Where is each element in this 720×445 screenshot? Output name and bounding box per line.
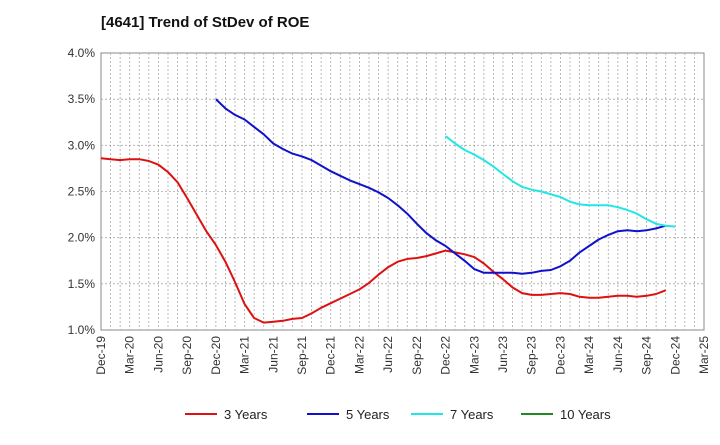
y-tick-label: 2.0%: [68, 231, 96, 245]
x-tick-label: Mar-25: [697, 336, 711, 374]
chart-title: [4641] Trend of StDev of ROE: [101, 14, 310, 31]
x-tick-label: Mar-23: [467, 336, 481, 374]
series-line-5-years: [215, 98, 666, 275]
legend-label: 5 Years: [346, 407, 390, 422]
y-tick-label: 2.5%: [68, 185, 96, 199]
y-tick-label: 1.0%: [68, 323, 96, 337]
x-tick-label: Dec-19: [94, 336, 108, 375]
x-tick-label: Dec-22: [439, 336, 453, 375]
y-tick-label: 3.5%: [68, 92, 96, 106]
x-tick-label: Sep-24: [640, 336, 654, 375]
legend-label: 7 Years: [450, 407, 494, 422]
legend-label: 10 Years: [560, 407, 611, 422]
x-tick-label: Mar-24: [582, 336, 596, 374]
x-tick-label: Dec-24: [668, 336, 682, 375]
x-tick-label: Mar-20: [123, 336, 137, 374]
x-tick-label: Jun-22: [381, 336, 395, 373]
x-tick-label: Sep-20: [180, 336, 194, 375]
y-tick-label: 1.5%: [68, 277, 96, 291]
x-tick-label: Jun-21: [266, 336, 280, 373]
y-tick-label: 3.0%: [68, 138, 96, 152]
x-tick-label: Dec-21: [324, 336, 338, 375]
series-line-7-years: [444, 135, 676, 228]
x-tick-label: Sep-22: [410, 336, 424, 375]
x-tick-label: Sep-21: [295, 336, 309, 375]
x-tick-label: Mar-22: [352, 336, 366, 374]
series-line-3-years: [100, 157, 667, 324]
x-tick-label: Mar-21: [238, 336, 252, 374]
x-tick-label: Jun-23: [496, 336, 510, 373]
y-tick-label: 4.0%: [68, 46, 96, 60]
x-tick-label: Jun-24: [611, 336, 625, 373]
x-tick-label: Jun-20: [151, 336, 165, 373]
x-tick-label: Sep-23: [525, 336, 539, 375]
x-tick-label: Dec-20: [209, 336, 223, 375]
legend-label: 3 Years: [224, 407, 268, 422]
x-tick-label: Dec-23: [553, 336, 567, 375]
